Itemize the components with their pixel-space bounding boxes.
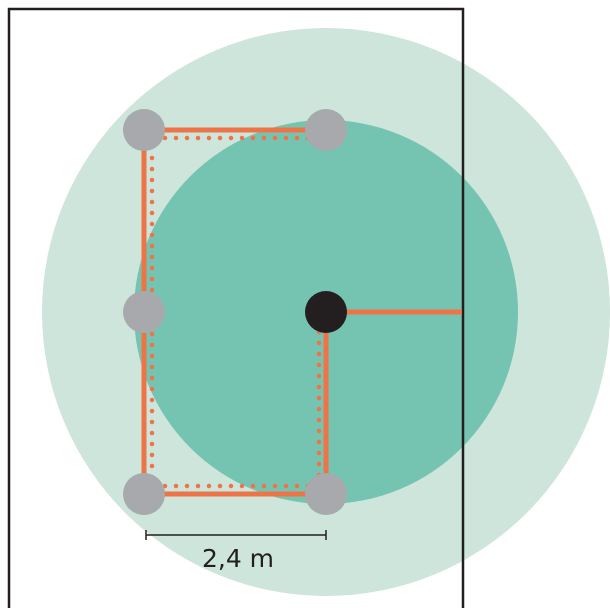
anchor-bottom-left — [123, 473, 165, 515]
room-frame — [7, 7, 465, 608]
center-point — [305, 291, 347, 333]
anchor-top-right — [305, 109, 347, 151]
anchor-top-left — [123, 109, 165, 151]
dimension-line — [145, 530, 327, 540]
anchor-bottom-right — [305, 473, 347, 515]
anchor-middle-left — [123, 291, 165, 333]
dimension-label: 2,4 m — [202, 544, 274, 573]
